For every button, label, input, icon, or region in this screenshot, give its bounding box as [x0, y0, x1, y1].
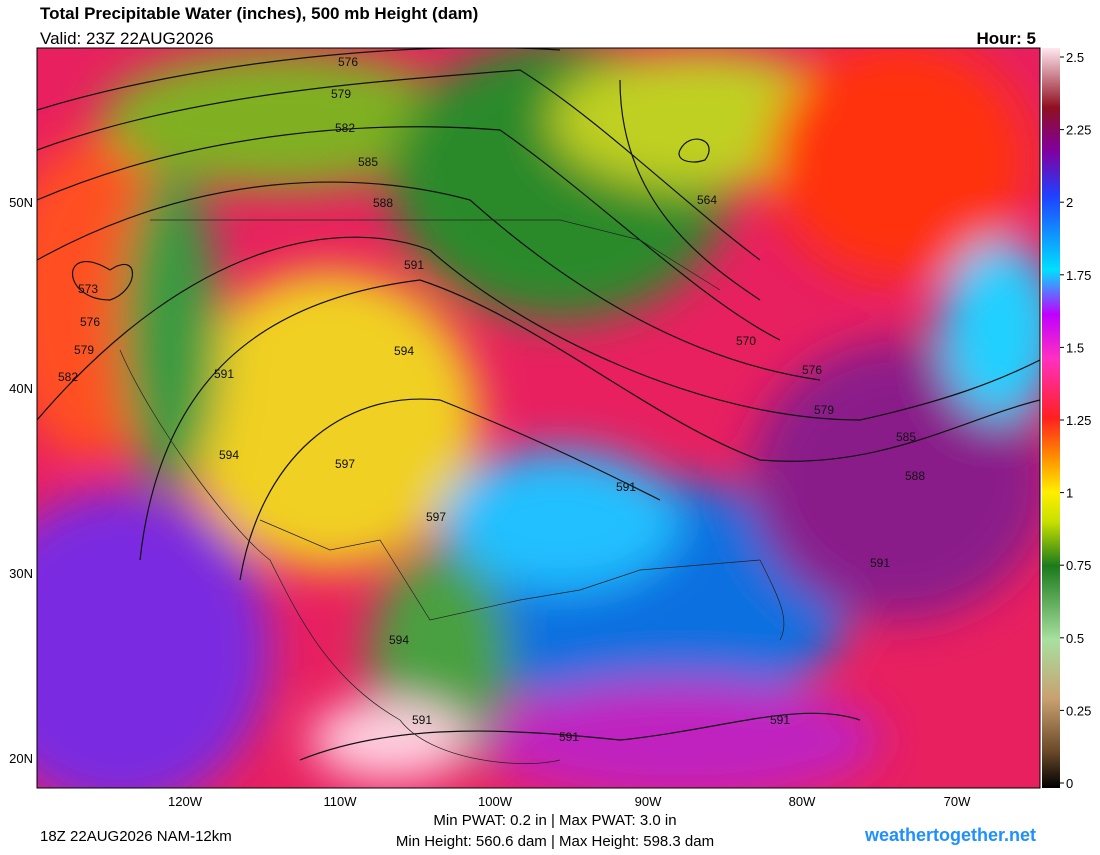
site-credit: weathertogether.net — [864, 825, 1036, 845]
contour-label: 585 — [896, 430, 916, 444]
longitude-label: 70W — [944, 794, 971, 809]
contour-label: 591 — [412, 713, 432, 727]
contour-label: 579 — [814, 403, 834, 417]
latitude-label: 40N — [9, 381, 33, 396]
contour-label: 576 — [338, 55, 358, 69]
pwat-range: Min PWAT: 0.2 in | Max PWAT: 3.0 in — [433, 812, 676, 829]
contour-label: 594 — [389, 633, 409, 647]
longitude-label: 100W — [478, 794, 513, 809]
map-title: Total Precipitable Water (inches), 500 m… — [40, 4, 478, 23]
contour-label: 591 — [870, 556, 890, 570]
forecast-hour: Hour: 5 — [977, 29, 1037, 48]
contour-label: 570 — [736, 334, 756, 348]
contour-label: 582 — [335, 121, 355, 135]
contour-label: 594 — [219, 448, 239, 462]
longitude-label: 90W — [635, 794, 662, 809]
latitude-label: 20N — [9, 751, 33, 766]
contour-label: 591 — [404, 258, 424, 272]
map-frame — [36, 47, 1041, 789]
latitude-label: 50N — [9, 195, 33, 210]
contour-label: 594 — [394, 344, 414, 358]
boundaries — [119, 219, 785, 764]
contour-label: 588 — [373, 196, 393, 210]
contour-labels: 576 579 582 585 588 591 594 591 594 597 … — [58, 55, 925, 744]
colorbar-tick-label: 1.75 — [1066, 268, 1091, 283]
colorbar-ticks: 0 0.25 0.5 0.75 1 1.25 1.5 1.75 2 2.25 2.5 — [1060, 50, 1091, 791]
contour-label: 564 — [697, 193, 717, 207]
height-contours — [37, 48, 1040, 761]
colorbar-tick-label: 0.25 — [1066, 703, 1091, 718]
contour-label: 576 — [802, 363, 822, 377]
colorbar — [1042, 48, 1060, 788]
contour-label: 573 — [78, 282, 98, 296]
contour-label: 591 — [616, 480, 636, 494]
colorbar-tick-label: 2 — [1066, 195, 1073, 210]
contour-label: 591 — [770, 713, 790, 727]
longitude-axis: 120W 110W 100W 90W 80W 70W — [168, 794, 971, 809]
colorbar-tick-label: 0.5 — [1066, 631, 1084, 646]
contour-label: 585 — [358, 155, 378, 169]
contour-label: 582 — [58, 370, 78, 384]
contour-label: 591 — [214, 367, 234, 381]
contour-label: 597 — [335, 457, 355, 471]
model-run: 18Z 22AUG2026 NAM-12km — [40, 828, 232, 845]
colorbar-tick-label: 2.5 — [1066, 50, 1084, 65]
colorbar-tick-label: 2.25 — [1066, 123, 1091, 138]
longitude-label: 80W — [789, 794, 816, 809]
colorbar-tick-label: 1 — [1066, 486, 1073, 501]
contour-label: 579 — [74, 343, 94, 357]
contour-label: 597 — [426, 510, 446, 524]
colorbar-tick-label: 1.25 — [1066, 413, 1091, 428]
contour-label: 579 — [331, 87, 351, 101]
contour-label: 588 — [905, 469, 925, 483]
colorbar-tick-label: 0.75 — [1066, 558, 1091, 573]
colorbar-tick-label: 0 — [1066, 776, 1073, 791]
contour-label: 576 — [80, 315, 100, 329]
latitude-axis: 50N 40N 30N 20N — [9, 195, 33, 766]
height-range: Min Height: 560.6 dam | Max Height: 598.… — [396, 833, 714, 850]
colorbar-tick-label: 1.5 — [1066, 340, 1084, 355]
latitude-label: 30N — [9, 566, 33, 581]
longitude-label: 110W — [324, 794, 358, 809]
longitude-label: 120W — [168, 794, 203, 809]
contour-label: 591 — [559, 730, 579, 744]
valid-time: Valid: 23Z 22AUG2026 — [40, 29, 214, 48]
pwat-field — [37, 48, 1040, 788]
